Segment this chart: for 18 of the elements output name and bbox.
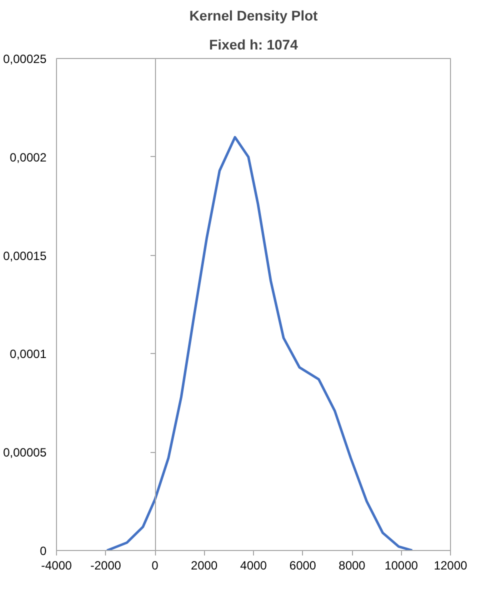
x-tick-label: 0 [152, 558, 159, 572]
x-tick-label: 6000 [289, 558, 316, 572]
chart-title: Kernel Density Plot [189, 8, 318, 24]
x-tick-label: 10000 [384, 558, 418, 572]
line-series [106, 136, 414, 550]
x-tick-label: -4000 [41, 558, 72, 572]
y-tick-label: 0,00025 [3, 52, 47, 66]
x-tick-label: 4000 [240, 558, 268, 572]
y-tick-label: 0,00015 [3, 248, 47, 263]
x-tick-label: 2000 [190, 558, 218, 572]
x-tick-label: -2000 [90, 558, 122, 572]
x-tick-label: 12000 [434, 558, 468, 572]
chart-subtitle: Fixed h: 1074 [209, 36, 298, 52]
y-tick-label: 0 [40, 544, 47, 558]
y-tick-label: 0,00005 [3, 446, 47, 460]
y-tick-label: 0,0002 [10, 150, 47, 164]
y-tick-label: 0,0001 [10, 347, 47, 362]
x-tick-label: 8000 [338, 558, 366, 572]
